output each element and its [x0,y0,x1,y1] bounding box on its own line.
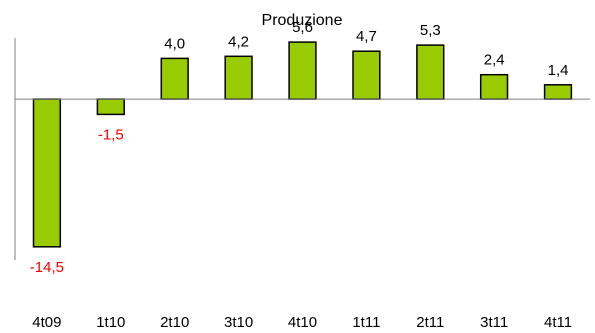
bar-4t10 [288,41,317,100]
bar-1t11 [352,50,381,100]
bar-3t10 [224,55,253,100]
data-label-3t11: 2,4 [484,52,505,69]
data-label-2t11: 5,3 [420,22,441,39]
category-label-4t09: 4t09 [32,314,61,331]
category-label-3t11: 3t11 [480,314,508,331]
bar-2t11 [416,44,445,100]
category-label-4t10: 4t10 [288,314,317,331]
data-labels: -14,5 -1,5 4,0 4,2 5,6 4,7 5,3 2,4 1,4 [30,19,569,276]
chart-title: Produzione [262,12,343,29]
data-label-4t11: 1,4 [548,62,569,79]
bar-4t09 [32,98,62,248]
category-axis-labels: 4t09 1t10 2t10 3t10 4t10 1t11 2t11 3t11 4t11 [32,314,572,331]
bar-series [32,41,573,248]
category-label-4t11: 4t11 [544,314,572,331]
data-label-3t10: 4,2 [228,33,249,50]
category-label-2t11: 2t11 [416,314,444,331]
category-label-2t10: 2t10 [160,314,189,331]
data-label-4t09: -14,5 [30,259,64,276]
bar-1t10 [96,98,125,116]
data-label-2t10: 4,0 [164,35,185,52]
category-label-1t10: 1t10 [96,314,125,331]
bar-4t11 [543,84,573,100]
data-label-4t10: 5,6 [292,19,313,36]
bar-2t10 [160,57,189,100]
data-label-1t11: 4,7 [356,28,377,45]
data-label-1t10: -1,5 [98,126,124,143]
category-label-3t10: 3t10 [224,314,253,331]
bar-3t11 [479,73,509,100]
category-label-1t11: 1t11 [352,314,380,331]
